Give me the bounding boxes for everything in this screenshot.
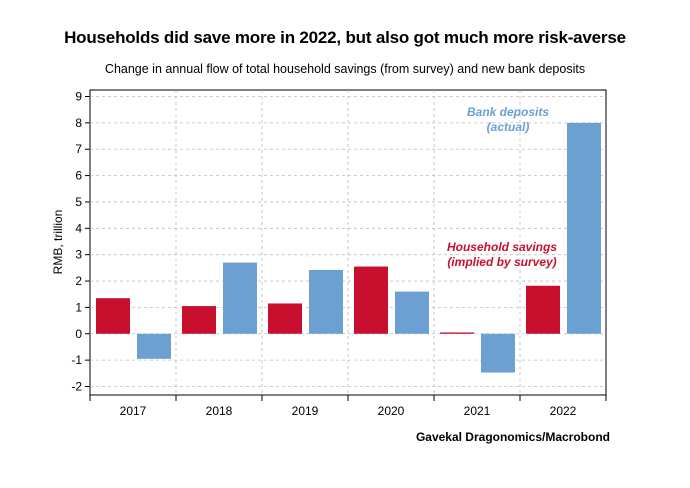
y-tick-label: 2 bbox=[75, 274, 82, 288]
x-axis-ticks: 2017 2018 2019 2020 2021 2022 bbox=[89, 395, 607, 418]
x-tick-label: 2019 bbox=[292, 404, 319, 418]
bar-household-savings-2017 bbox=[96, 298, 130, 334]
y-tick-label: 8 bbox=[75, 116, 82, 130]
chart-title: Households did save more in 2022, but al… bbox=[64, 28, 626, 47]
annotation-label: Household savings bbox=[447, 240, 557, 254]
y-axis-ticks: -2 -1 0 1 2 3 4 5 6 7 8 9 bbox=[71, 90, 90, 394]
bar-household-savings-2022 bbox=[526, 285, 560, 334]
bar-household-savings-2021 bbox=[440, 332, 474, 334]
y-tick-label: 6 bbox=[75, 169, 82, 183]
x-tick-label: 2017 bbox=[120, 404, 147, 418]
x-tick-label: 2021 bbox=[464, 404, 491, 418]
x-tick-label: 2018 bbox=[206, 404, 233, 418]
bar-bank-deposits-2022 bbox=[567, 122, 601, 334]
bar-bank-deposits-2020 bbox=[395, 291, 429, 334]
annotation-label: Bank deposits bbox=[467, 105, 549, 119]
bar-bank-deposits-2021 bbox=[481, 333, 515, 373]
gridlines bbox=[90, 90, 606, 395]
annotation-label: (implied by survey) bbox=[447, 255, 556, 269]
y-tick-label: 1 bbox=[75, 300, 82, 314]
source-credit: Gavekal Dragonomics/Macrobond bbox=[415, 430, 610, 444]
y-tick-label: 9 bbox=[75, 90, 82, 104]
y-tick-label: 0 bbox=[75, 327, 82, 341]
y-axis-label: RMB, trillion bbox=[51, 210, 65, 275]
bar-bank-deposits-2017 bbox=[137, 333, 171, 359]
y-tick-label: -2 bbox=[71, 380, 82, 394]
y-tick-label: 4 bbox=[75, 221, 82, 235]
y-tick-label: -1 bbox=[71, 353, 82, 367]
y-tick-label: 5 bbox=[75, 195, 82, 209]
annotations: Bank deposits(actual) Household savings(i… bbox=[447, 105, 557, 269]
bar-household-savings-2020 bbox=[354, 266, 388, 334]
bar-household-savings-2018 bbox=[182, 306, 216, 334]
bar-bank-deposits-2018 bbox=[223, 262, 257, 334]
bars bbox=[96, 122, 601, 373]
x-tick-label: 2020 bbox=[378, 404, 405, 418]
bar-bank-deposits-2019 bbox=[309, 269, 343, 334]
y-tick-label: 7 bbox=[75, 142, 82, 156]
annotation-label: (actual) bbox=[487, 120, 530, 134]
x-tick-label: 2022 bbox=[550, 404, 577, 418]
bar-household-savings-2019 bbox=[268, 303, 302, 334]
y-tick-label: 3 bbox=[75, 248, 82, 262]
chart-subtitle: Change in annual flow of total household… bbox=[104, 62, 586, 76]
